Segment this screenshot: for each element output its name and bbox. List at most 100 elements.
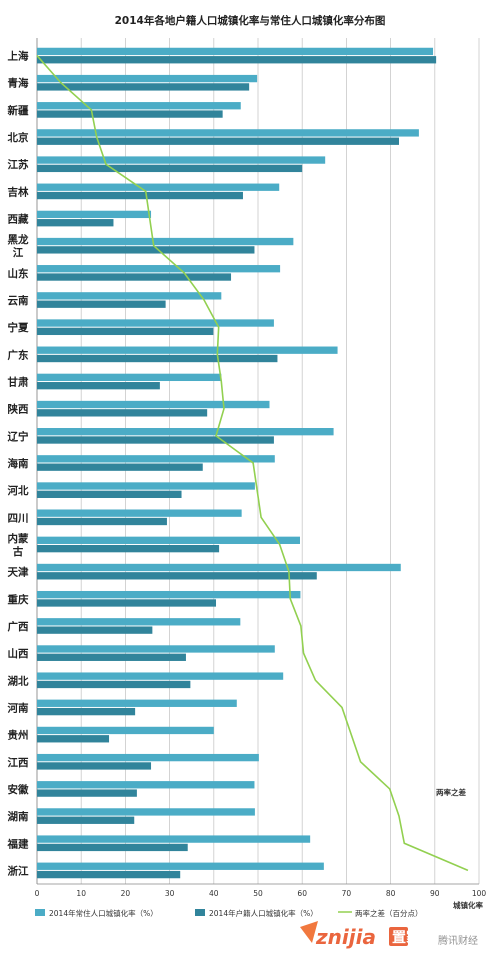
watermark-sub: 腾讯财经 — [438, 934, 478, 947]
logo-arrow-shape — [300, 921, 318, 943]
category-label-29: 湖南 — [8, 810, 29, 823]
bar-resident-28 — [37, 781, 255, 789]
watermark-brand-latin: znijia — [315, 925, 376, 949]
legend-label-resident: 2014年常住人口城镇化率（%） — [49, 908, 158, 918]
x-axis-label: 城镇化率 — [453, 900, 483, 910]
legend-swatch-resident — [35, 909, 45, 916]
bar-hukou-6 — [37, 191, 243, 200]
bar-resident-31 — [37, 862, 324, 870]
bar-hukou-24 — [37, 680, 191, 689]
bar-resident-16 — [37, 455, 275, 463]
category-label-1: 上海 — [8, 50, 29, 63]
bar-hukou-1 — [37, 56, 437, 64]
category-label-2: 青海 — [8, 77, 29, 90]
bar-resident-22 — [37, 618, 241, 626]
category-label-24: 湖北 — [8, 674, 29, 687]
bar-resident-8 — [37, 237, 294, 246]
category-label-4: 北京 — [8, 131, 29, 144]
bar-hukou-2 — [37, 83, 250, 91]
bar-resident-29 — [37, 808, 255, 816]
x-tick-label-80: 80 — [386, 889, 396, 898]
category-label-31: 浙江 — [8, 864, 29, 877]
bar-resident-4 — [37, 129, 419, 137]
bar-resident-26 — [37, 726, 214, 735]
bar-hukou-17 — [37, 490, 182, 498]
bar-resident-17 — [37, 482, 255, 490]
bar-resident-15 — [37, 428, 334, 436]
x-tick-label-40: 40 — [209, 889, 219, 898]
bar-series — [37, 47, 437, 879]
bar-hukou-25 — [37, 707, 136, 716]
logo-square — [389, 927, 408, 946]
bar-hukou-26 — [37, 735, 110, 743]
bar-hukou-16 — [37, 463, 203, 471]
bar-hukou-19 — [37, 544, 220, 553]
x-tick-label-70: 70 — [342, 889, 352, 898]
bar-hukou-15 — [37, 436, 274, 444]
bar-resident-10 — [37, 292, 222, 300]
x-tick-label-100: 100 — [472, 889, 487, 898]
category-label-21: 重庆 — [8, 593, 29, 606]
x-axis-ticks: 0 10 20 30 40 50 60 70 80 90 100 — [35, 889, 487, 898]
x-tick-label-10: 10 — [76, 889, 86, 898]
watermark-logo: znijia 置家网 腾讯财经 — [300, 921, 478, 949]
bar-resident-19 — [37, 536, 300, 544]
bar-hukou-12 — [37, 354, 278, 363]
bar-hukou-9 — [37, 273, 232, 281]
bar-resident-14 — [37, 400, 270, 409]
category-label-3: 新疆 — [8, 104, 29, 117]
bar-resident-6 — [37, 183, 280, 191]
bar-hukou-8 — [37, 246, 255, 254]
bar-hukou-27 — [37, 762, 152, 770]
category-labels: 上海青海新疆北京江苏吉林西藏黑龙江山东云南宁夏广东甘肃陕西辽宁海南河北四川内蒙古… — [7, 50, 29, 878]
bar-hukou-3 — [37, 110, 223, 118]
category-label-13: 甘肃 — [8, 376, 29, 389]
category-label-28: 安徽 — [8, 783, 29, 796]
category-label-7: 西藏 — [8, 213, 29, 226]
x-tick-label-50: 50 — [253, 889, 263, 898]
difference-line-series — [36, 55, 469, 872]
legend-label-diff: 两率之差（百分点） — [355, 908, 423, 918]
category-label-20: 天津 — [8, 566, 29, 579]
category-label-10: 云南 — [8, 294, 29, 307]
bar-resident-1 — [37, 47, 434, 56]
category-label-18: 四川 — [8, 512, 29, 524]
category-label-25: 河南 — [8, 701, 29, 714]
category-label-16: 海南 — [8, 457, 29, 470]
category-label-30: 福建 — [7, 837, 29, 850]
category-label-11: 宁夏 — [8, 321, 29, 334]
bar-resident-30 — [37, 835, 311, 843]
category-label-19-line2: 古 — [13, 545, 24, 558]
legend-swatch-hukou — [195, 909, 205, 916]
bar-hukou-13 — [37, 382, 160, 390]
bar-hukou-14 — [37, 409, 208, 417]
bar-resident-27 — [37, 753, 259, 762]
bar-hukou-18 — [37, 517, 167, 526]
x-tick-label-60: 60 — [297, 889, 307, 898]
category-label-26: 贵州 — [8, 729, 29, 742]
bar-hukou-5 — [37, 164, 303, 173]
diff-line-annotation: 两率之差 — [436, 787, 466, 797]
category-label-19-line1: 内蒙 — [8, 532, 29, 545]
category-label-9: 山东 — [8, 267, 29, 280]
bar-resident-20 — [37, 563, 401, 572]
bar-resident-11 — [37, 319, 274, 327]
bar-resident-9 — [37, 265, 281, 273]
x-tick-label-30: 30 — [165, 889, 175, 898]
bar-resident-5 — [37, 156, 326, 164]
category-label-12: 广东 — [8, 348, 29, 361]
category-label-6: 吉林 — [8, 185, 29, 198]
bar-hukou-22 — [37, 626, 153, 634]
bar-resident-21 — [37, 590, 301, 599]
bar-resident-7 — [37, 210, 152, 219]
bar-resident-3 — [37, 102, 241, 110]
bar-hukou-10 — [37, 300, 166, 308]
category-label-8-line1: 黑龙 — [8, 233, 29, 246]
bar-resident-12 — [37, 346, 338, 354]
category-label-15: 辽宁 — [8, 430, 29, 443]
category-label-14: 陕西 — [8, 403, 29, 416]
bar-resident-24 — [37, 672, 284, 680]
bar-hukou-4 — [37, 137, 399, 145]
bar-resident-2 — [37, 74, 258, 83]
